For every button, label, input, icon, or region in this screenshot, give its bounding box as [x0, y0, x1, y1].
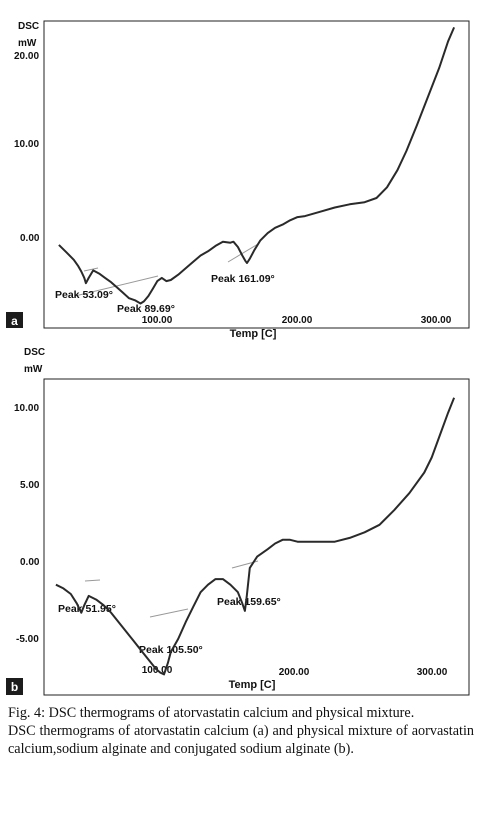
- peak-annotation: Peak 53.09°: [55, 289, 113, 301]
- x-axis-label: Temp [C]: [229, 679, 276, 691]
- dsc-thermogram-b: DSC mW b 10.00 5.00 0.00 -5.00 100.00 20…: [6, 347, 470, 696]
- y-label-top: DSC: [24, 347, 45, 358]
- peak-annotation: Peak 51.95°: [58, 603, 116, 615]
- y-tick-label: 0.00: [20, 233, 40, 244]
- baseline-segment: [149, 608, 189, 618]
- baseline-segment: [83, 267, 99, 272]
- y-tick-label: 10.00: [14, 139, 39, 150]
- panel-label-box: [6, 678, 23, 695]
- figure-caption: Fig. 4: DSC thermograms of atorvastatin …: [8, 704, 474, 759]
- y-label-top: DSC: [18, 21, 39, 32]
- x-tick-label: 300.00: [417, 667, 448, 678]
- x-tick-label: 300.00: [421, 315, 452, 326]
- dsc-curve: [55, 397, 456, 676]
- x-tick-label: 200.00: [282, 315, 313, 326]
- peak-annotation: Peak 89.69°: [117, 303, 175, 315]
- panel-label: b: [11, 680, 18, 694]
- plot-frame: [43, 378, 470, 696]
- y-label-unit: mW: [18, 38, 37, 49]
- chart-panel-a: DSC mW a 20.00 10.00 0.00 100.00 200.00 …: [0, 0, 483, 345]
- x-tick-label: 200.00: [279, 667, 310, 678]
- y-tick-label: 0.00: [20, 557, 40, 568]
- dsc-thermogram-a: DSC mW a 20.00 10.00 0.00 100.00 200.00 …: [6, 20, 470, 340]
- caption-line: DSC thermograms of atorvastatin calcium …: [8, 723, 474, 758]
- baseline-segment: [84, 579, 101, 582]
- y-tick-label: -5.00: [16, 634, 39, 645]
- peak-annotation: Peak 161.09°: [211, 273, 275, 285]
- x-axis-label: Temp [C]: [230, 328, 277, 340]
- caption-line: Fig. 4: DSC thermograms of atorvastatin …: [8, 705, 415, 721]
- chart-panel-b: DSC mW b 10.00 5.00 0.00 -5.00 100.00 20…: [0, 345, 483, 700]
- y-label-unit: mW: [24, 364, 43, 375]
- peak-annotation: Peak 159.65°: [217, 596, 281, 608]
- plot-frame: [43, 20, 470, 329]
- panel-label-box: [6, 312, 23, 328]
- y-tick-label: 10.00: [14, 403, 39, 414]
- y-tick-label: 20.00: [14, 51, 39, 62]
- baseline-segment: [227, 243, 259, 263]
- x-tick-label: 100.00: [142, 315, 173, 326]
- panel-label: a: [11, 314, 18, 328]
- y-tick-label: 5.00: [20, 480, 40, 491]
- dsc-curve: [58, 27, 456, 305]
